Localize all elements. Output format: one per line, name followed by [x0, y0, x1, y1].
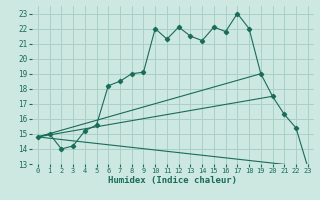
X-axis label: Humidex (Indice chaleur): Humidex (Indice chaleur) — [108, 176, 237, 185]
